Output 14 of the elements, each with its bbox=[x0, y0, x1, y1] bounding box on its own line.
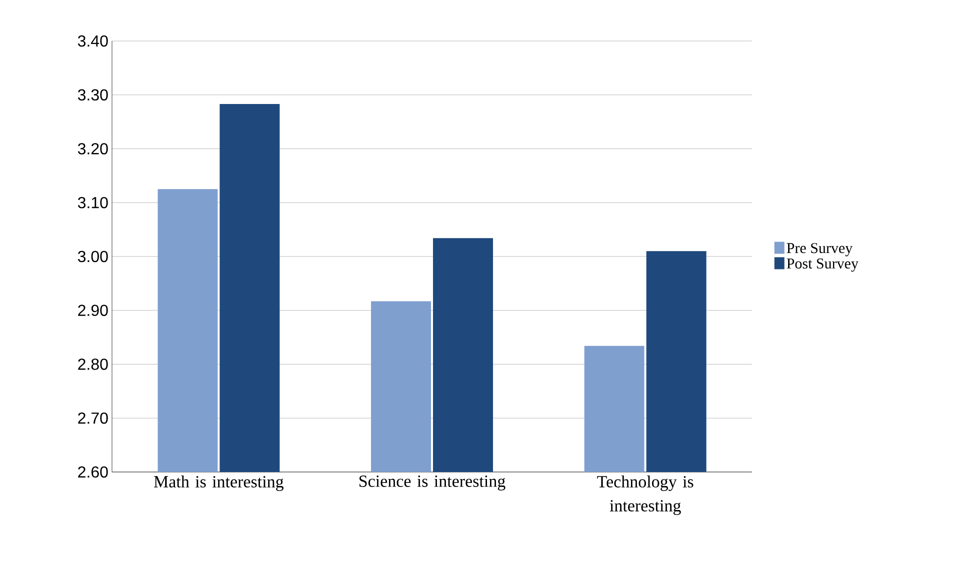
y-tick-label: 3.10 bbox=[78, 196, 108, 208]
y-tick-label: 2.60 bbox=[78, 466, 108, 478]
y-tick-label: 2.80 bbox=[78, 358, 108, 370]
x-tick-label: Science is interesting bbox=[360, 476, 506, 490]
y-tick-label: 3.40 bbox=[78, 35, 108, 47]
y-tick-label: 2.90 bbox=[78, 304, 108, 316]
legend-label: Pre Survey bbox=[786, 243, 853, 256]
y-tick-label: 3.20 bbox=[78, 143, 108, 154]
x-tick-label: Math is interesting bbox=[154, 476, 284, 491]
x-tick-label: Technology is interesting bbox=[597, 476, 694, 515]
y-tick-label: 3.00 bbox=[78, 250, 108, 262]
y-tick-label: 2.70 bbox=[78, 412, 108, 424]
legend-label: Post Survey bbox=[786, 258, 858, 272]
y-tick-label: 3.30 bbox=[78, 89, 108, 101]
